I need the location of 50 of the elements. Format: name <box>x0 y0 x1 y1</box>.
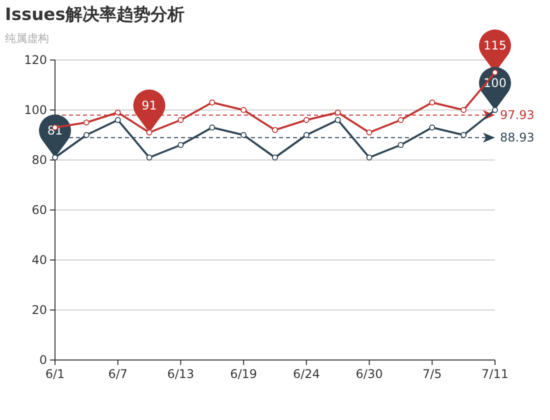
point <box>460 132 467 138</box>
x-tick-label: 6/24 <box>292 367 320 381</box>
point <box>178 142 184 148</box>
x-tick-label: 7/11 <box>482 367 508 381</box>
point <box>83 132 90 138</box>
point <box>114 117 121 123</box>
point <box>429 100 436 106</box>
point <box>366 130 372 136</box>
point <box>178 117 184 123</box>
ref-line-label: 88.93 <box>500 130 534 145</box>
point <box>146 130 152 136</box>
point <box>240 107 247 113</box>
annotation: 115 <box>484 38 506 52</box>
chart-title: Issues解决率趋势分析 <box>5 5 184 25</box>
ref-line-label: 97.93 <box>500 108 534 122</box>
point <box>492 70 498 76</box>
point <box>366 154 372 160</box>
x-tick-label: 6/19 <box>230 367 258 381</box>
x-tick-label: 6/1 <box>45 367 65 381</box>
point <box>52 154 58 160</box>
point <box>209 124 216 130</box>
y-tick-label: 20 <box>32 303 47 317</box>
point <box>398 142 404 148</box>
point <box>398 117 404 123</box>
y-tick-label: 40 <box>32 253 47 267</box>
x-tick-label: 6/7 <box>108 367 128 381</box>
chart-subtitle: 纯属虚构 <box>5 32 49 45</box>
y-tick-label: 0 <box>39 353 47 367</box>
x-tick-label: 6/30 <box>356 367 383 381</box>
point <box>272 154 278 160</box>
point <box>272 127 278 133</box>
point <box>334 117 341 123</box>
x-tick-label: 6/13 <box>167 367 194 381</box>
point <box>146 154 152 160</box>
x-tick-label: 7/5 <box>422 367 442 381</box>
y-tick-label: 120 <box>24 53 47 67</box>
point <box>114 110 121 116</box>
point <box>460 107 467 113</box>
point <box>492 107 498 113</box>
pin: 91 <box>133 90 166 132</box>
y-tick-label: 100 <box>24 103 47 117</box>
point <box>240 132 247 138</box>
point <box>83 120 90 126</box>
annotation: 91 <box>142 98 157 112</box>
point <box>303 117 310 123</box>
point <box>334 110 341 116</box>
point <box>429 124 436 130</box>
point <box>303 132 310 138</box>
y-tick-label: 60 <box>32 203 47 217</box>
point <box>209 100 216 106</box>
